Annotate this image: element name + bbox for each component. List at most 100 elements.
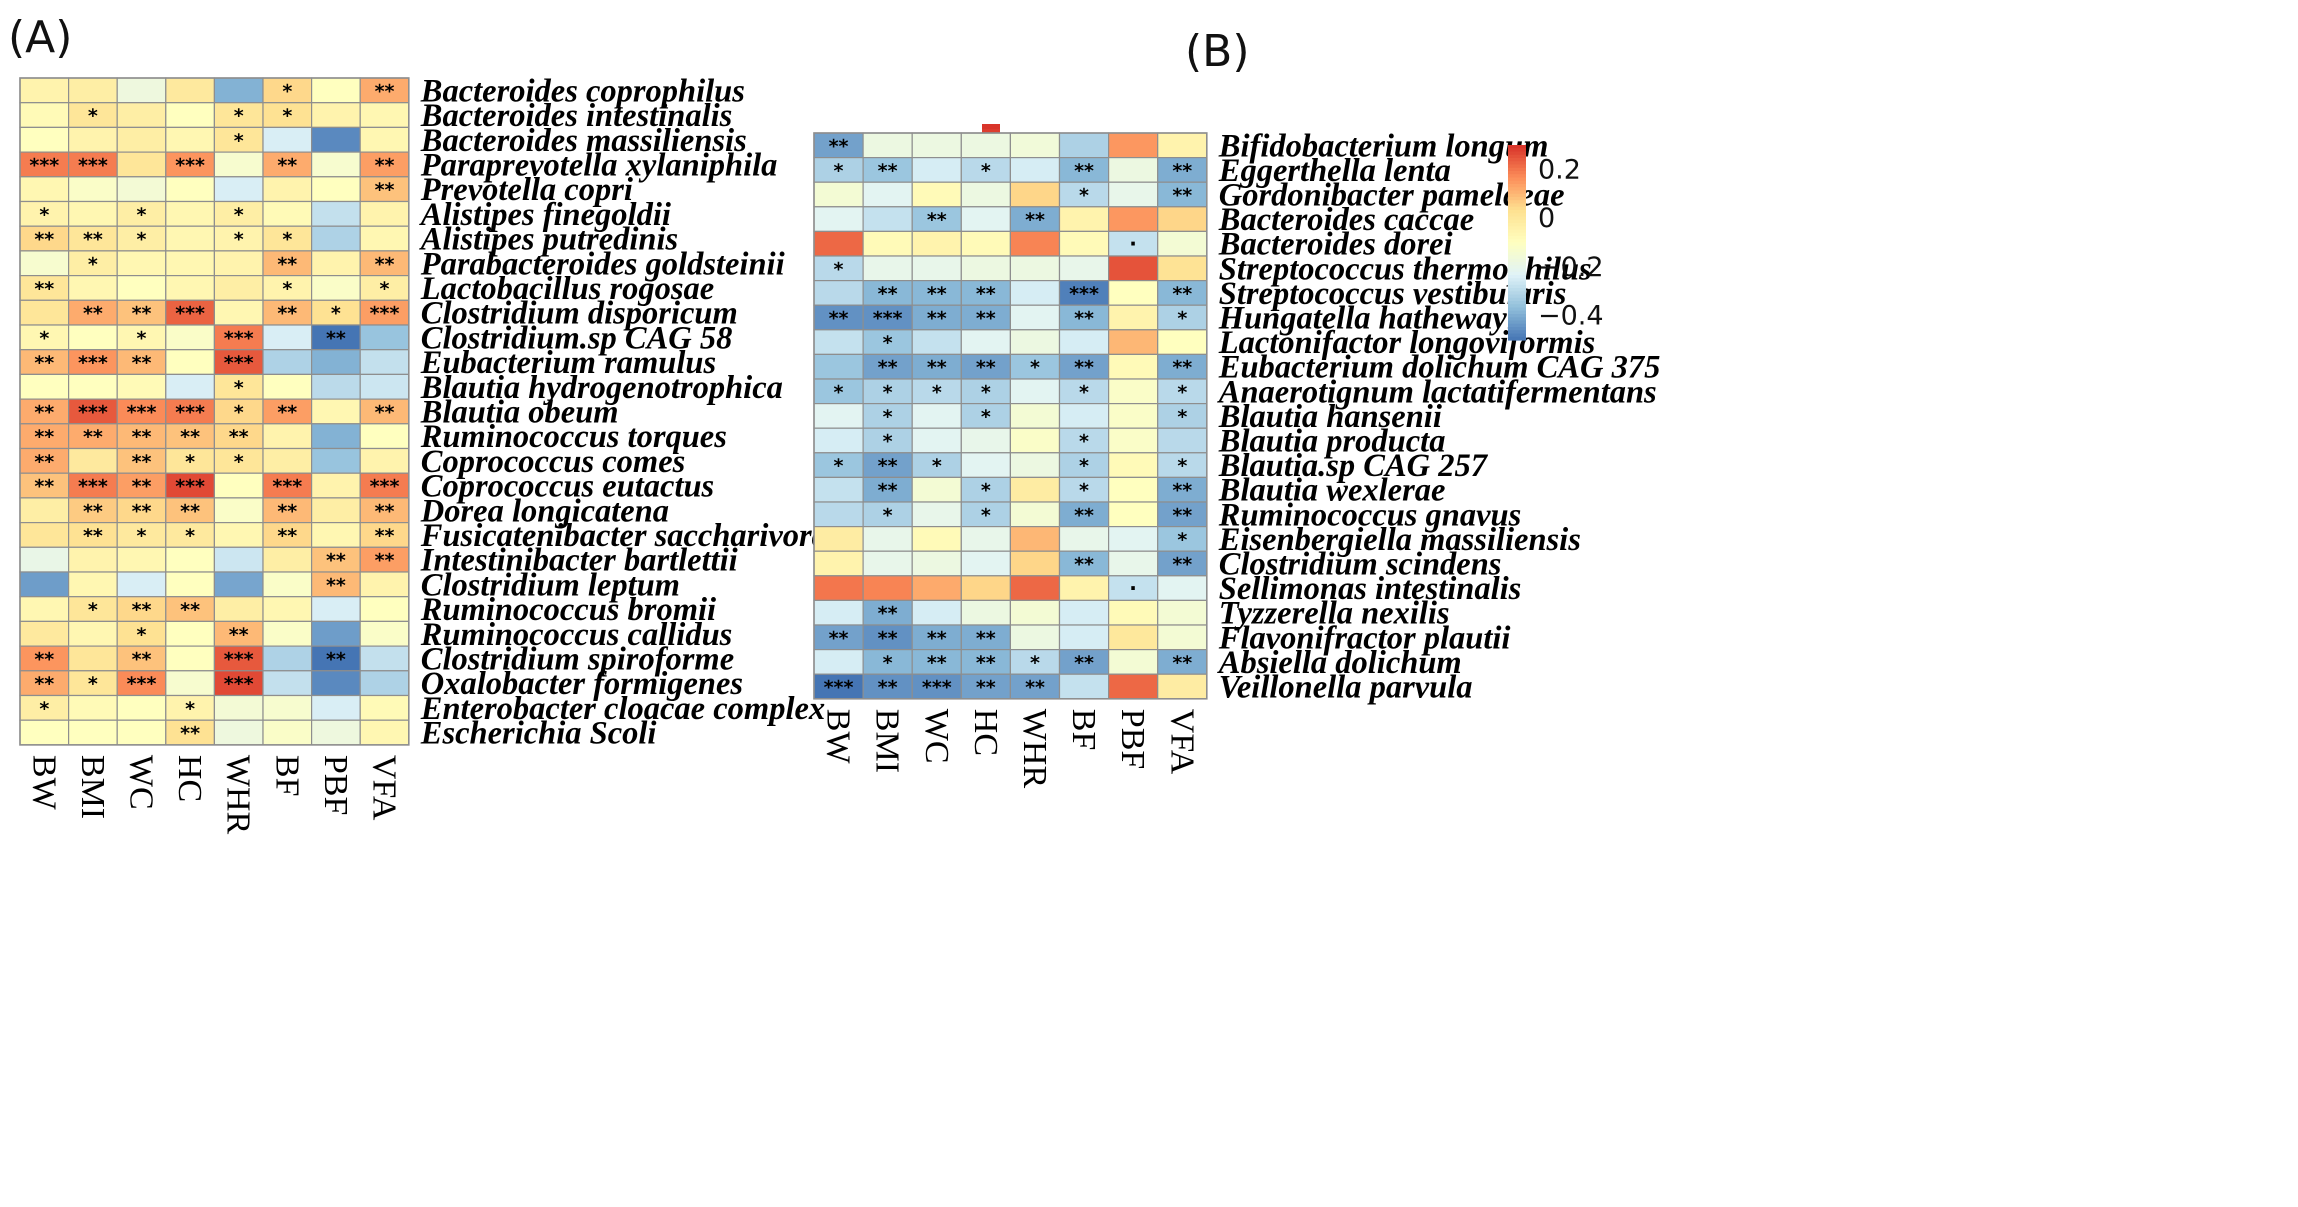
heatmap-cell	[960, 550, 1011, 577]
heatmap-cell	[1009, 329, 1061, 355]
heatmap-cell	[359, 472, 410, 499]
heatmap-cell	[813, 452, 864, 478]
heatmap-cell	[213, 497, 264, 524]
significance-marker: **	[976, 357, 996, 379]
significance-marker: **	[277, 303, 297, 325]
row-label: Ruminococcus callidus	[420, 617, 733, 653]
significance-marker: *	[1079, 431, 1089, 453]
heatmap-cell	[19, 77, 70, 104]
heatmap-cell	[311, 521, 361, 548]
significance-marker: **	[375, 401, 395, 423]
heatmap-cell	[165, 324, 216, 351]
heatmap-cell	[19, 571, 70, 598]
heatmap-cell	[359, 225, 410, 252]
heatmap-cell	[359, 670, 410, 697]
heatmap-cell	[116, 719, 167, 746]
heatmap-cell	[116, 225, 167, 252]
heatmap-cell	[1009, 132, 1061, 159]
heatmap-cell	[862, 599, 913, 626]
heatmap-cell	[813, 525, 864, 552]
significance-marker: ***	[175, 476, 205, 498]
significance-marker: *	[185, 698, 195, 720]
column-label: BMI	[869, 709, 906, 773]
significance-marker: **	[180, 426, 200, 448]
significance-marker: *	[234, 401, 244, 423]
heatmap-cell	[19, 349, 70, 376]
heatmap-cell	[262, 349, 313, 376]
row-label: Streptococcus thermophilus	[1219, 251, 1592, 287]
significance-marker: **	[1025, 209, 1045, 231]
heatmap-cell	[165, 546, 216, 573]
heatmap-cell	[359, 447, 410, 474]
heatmap-cell	[262, 670, 313, 697]
significance-marker: *	[39, 327, 49, 349]
row-label: Escherichia Scoli	[420, 716, 657, 752]
significance-marker: **	[1074, 554, 1094, 576]
significance-marker: ***	[175, 303, 205, 325]
legend-swatch	[1508, 304, 1526, 309]
significance-marker: **	[277, 401, 297, 423]
heatmap-cell	[911, 378, 962, 405]
significance-marker: **	[83, 500, 103, 522]
significance-marker: *	[1079, 455, 1089, 477]
significance-marker: **	[976, 308, 996, 330]
legend-swatch	[1508, 310, 1526, 315]
legend-swatch	[1508, 242, 1526, 247]
heatmap-cell	[116, 126, 167, 153]
row-label: Bacteroides caccae	[1218, 202, 1474, 238]
significance-marker: **	[1172, 504, 1192, 526]
heatmap-cell	[1157, 304, 1208, 331]
heatmap-cell	[67, 546, 118, 573]
legend-swatch	[1508, 258, 1526, 263]
significance-marker: **	[180, 723, 200, 745]
heatmap-cell	[1107, 673, 1159, 700]
heatmap-cell	[1009, 427, 1061, 454]
row-label: Blautia obeum	[420, 394, 619, 430]
heatmap-cell	[311, 423, 361, 450]
legend-swatch	[1508, 323, 1526, 328]
significance-marker: **	[326, 327, 346, 349]
heatmap-cell	[1058, 206, 1110, 233]
heatmap-cell	[19, 521, 70, 548]
row-label: Bacteroides coprophilus	[420, 73, 745, 109]
heatmap-cell	[67, 324, 118, 351]
heatmap-cell	[960, 501, 1011, 528]
heatmap-cell	[116, 373, 167, 400]
significance-marker: **	[34, 673, 54, 695]
heatmap-cell	[813, 427, 864, 454]
row-label: Fusicatenibacter saccharivorans	[420, 518, 859, 554]
significance-marker: **	[180, 599, 200, 621]
significance-marker: **	[927, 283, 947, 305]
heatmap-cell	[1157, 599, 1208, 626]
heatmap-cell	[813, 329, 864, 355]
significance-marker: **	[277, 253, 297, 275]
heatmap-cell	[116, 200, 167, 227]
heatmap-cell	[911, 132, 962, 159]
significance-marker: **	[326, 574, 346, 596]
heatmap-cell	[1107, 501, 1159, 528]
significance-marker: *	[1177, 308, 1187, 330]
heatmap-cell	[116, 620, 167, 647]
heatmap-cell	[67, 77, 118, 104]
significance-marker: *	[981, 406, 991, 428]
legend-swatch	[1508, 223, 1526, 227]
heatmap-cell	[359, 719, 410, 746]
heatmap-cell	[213, 250, 264, 277]
heatmap-cell	[311, 200, 361, 227]
heatmap-cell	[960, 452, 1011, 478]
heatmap-cell	[862, 452, 913, 478]
significance-marker: *	[234, 105, 244, 127]
heatmap-cell	[1009, 230, 1061, 257]
significance-marker: **	[375, 179, 395, 201]
row-label: Bifidobacterium longum	[1218, 128, 1549, 164]
heatmap-cell	[213, 324, 264, 351]
heatmap-cell	[862, 353, 913, 380]
heatmap-cell	[813, 575, 864, 601]
significance-marker: **	[927, 357, 947, 379]
heatmap-cell	[311, 250, 361, 277]
legend-swatch	[1508, 184, 1526, 188]
legend-swatch	[1508, 336, 1526, 341]
heatmap-cell	[1058, 550, 1110, 577]
heatmap-cell	[960, 280, 1011, 306]
heatmap-cell	[1009, 624, 1061, 651]
